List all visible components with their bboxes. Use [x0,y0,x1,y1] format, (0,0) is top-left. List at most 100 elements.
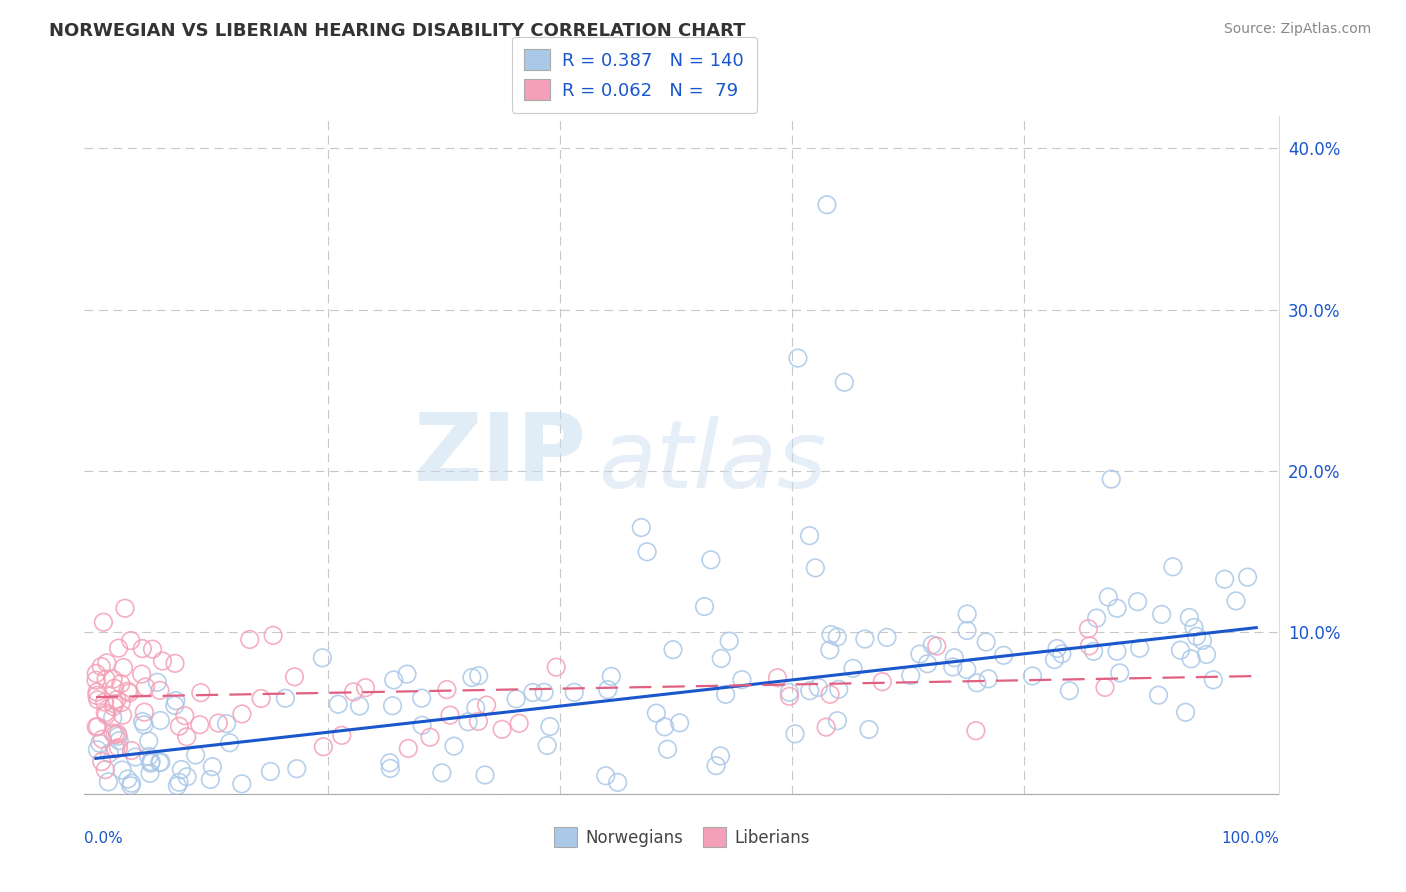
Point [274,691,297,706]
Point [117,772,139,786]
Point [419,731,441,745]
Point [114,601,136,615]
Point [709,748,731,763]
Point [149,755,172,769]
Point [731,673,754,687]
Point [342,685,364,699]
Point [1126,595,1149,609]
Point [200,772,222,787]
Point [595,769,617,783]
Point [120,779,142,793]
Point [86,720,108,734]
Point [121,776,143,790]
Text: 0.0%: 0.0% [84,831,124,847]
Point [328,697,350,711]
Point [965,723,987,738]
Point [1195,648,1218,662]
Point [104,728,127,742]
Point [118,686,141,700]
Point [169,719,191,733]
Point [330,728,353,742]
Point [467,714,489,729]
Point [170,763,193,777]
Point [956,624,979,638]
Point [464,701,486,715]
Point [112,660,135,674]
Point [107,727,129,741]
Point [94,706,117,720]
Point [381,698,404,713]
Point [411,718,433,732]
Point [149,756,172,770]
Point [87,693,110,707]
Point [1180,652,1202,666]
Point [1094,681,1116,695]
Point [834,376,856,390]
Point [693,599,716,614]
Point [1161,559,1184,574]
Point [135,680,157,694]
Point [283,670,305,684]
Point [111,708,134,723]
Point [787,351,810,365]
Point [201,759,224,773]
Point [956,607,979,621]
Text: NORWEGIAN VS LIBERIAN HEARING DISABILITY CORRELATION CHART: NORWEGIAN VS LIBERIAN HEARING DISABILITY… [49,22,745,40]
Point [900,668,922,682]
Point [239,632,262,647]
Point [505,692,527,706]
Point [1191,633,1213,648]
Point [815,198,838,212]
Point [439,708,461,723]
Point [766,671,789,685]
Point [783,727,806,741]
Point [1085,611,1108,625]
Point [167,775,190,789]
Point [108,733,131,747]
Text: Source: ZipAtlas.com: Source: ZipAtlas.com [1223,22,1371,37]
Point [872,674,894,689]
Point [1077,622,1099,636]
Point [1108,665,1130,680]
Point [138,734,160,748]
Point [250,691,273,706]
Point [807,681,830,695]
Point [974,635,997,649]
Point [93,615,115,630]
Point [90,755,112,769]
Point [921,638,943,652]
Point [94,672,117,686]
Point [1105,644,1128,658]
Point [491,723,513,737]
Point [107,729,129,743]
Point [411,691,433,706]
Point [704,758,727,772]
Point [645,706,668,720]
Point [1021,669,1043,683]
Point [107,740,129,755]
Point [262,628,284,642]
Point [1043,652,1066,666]
Point [165,694,187,708]
Point [89,736,111,750]
Point [1046,641,1069,656]
Point [105,692,128,706]
Point [101,672,124,686]
Point [714,687,737,701]
Point [475,698,498,712]
Point [163,698,186,713]
Point [132,718,155,732]
Point [654,720,676,734]
Point [259,764,281,779]
Point [718,634,741,648]
Point [842,661,865,675]
Point [111,763,134,777]
Point [1213,572,1236,586]
Point [657,742,679,756]
Point [103,681,125,695]
Text: ZIP: ZIP [413,409,586,501]
Point [858,723,880,737]
Point [917,657,939,671]
Point [799,683,821,698]
Point [231,777,253,791]
